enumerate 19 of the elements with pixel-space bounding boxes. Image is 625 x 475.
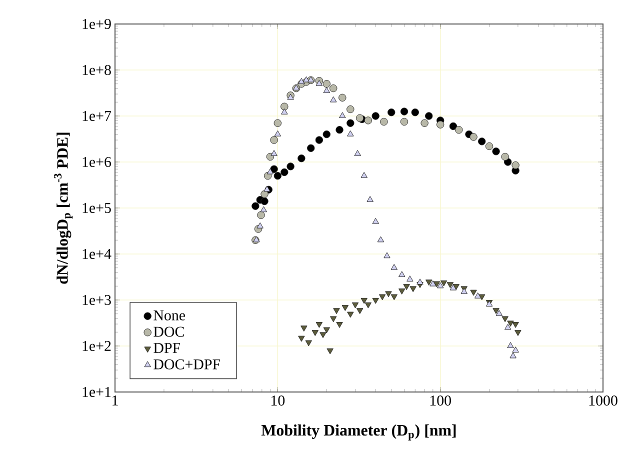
- legend-label: DOC+DPF: [154, 359, 220, 370]
- x-tick-label: 1: [112, 396, 118, 406]
- y-tick-label: 1e+8: [82, 64, 111, 76]
- y-tick-label: 1e+7: [82, 110, 112, 121]
- y-axis-title: dN/dlogD$_{p}$ [cm$^{-3}$ PDE]: [54, 132, 73, 284]
- x-tick-label: 1000: [589, 396, 618, 406]
- y-tick-label: 1e+4: [82, 248, 112, 259]
- x-tick-label: 10: [272, 396, 285, 406]
- x-axis-title: Mobility Diameter (D$_{p}$) [nm]: [261, 424, 456, 440]
- y-tick-label: 1e+6: [82, 156, 112, 167]
- y-tick-label: 1e+9: [82, 18, 111, 29]
- y-tick-label: 1e+1: [82, 386, 111, 397]
- legend-label: DPF: [154, 343, 180, 353]
- legend-label: None: [154, 310, 186, 320]
- y-tick-label: 1e+5: [82, 202, 111, 213]
- y-tick-label: 1e+2: [82, 340, 111, 351]
- legend-label: DOC: [154, 326, 184, 337]
- x-tick-label: 100: [430, 396, 451, 406]
- y-tick-label: 1e+3: [82, 294, 111, 305]
